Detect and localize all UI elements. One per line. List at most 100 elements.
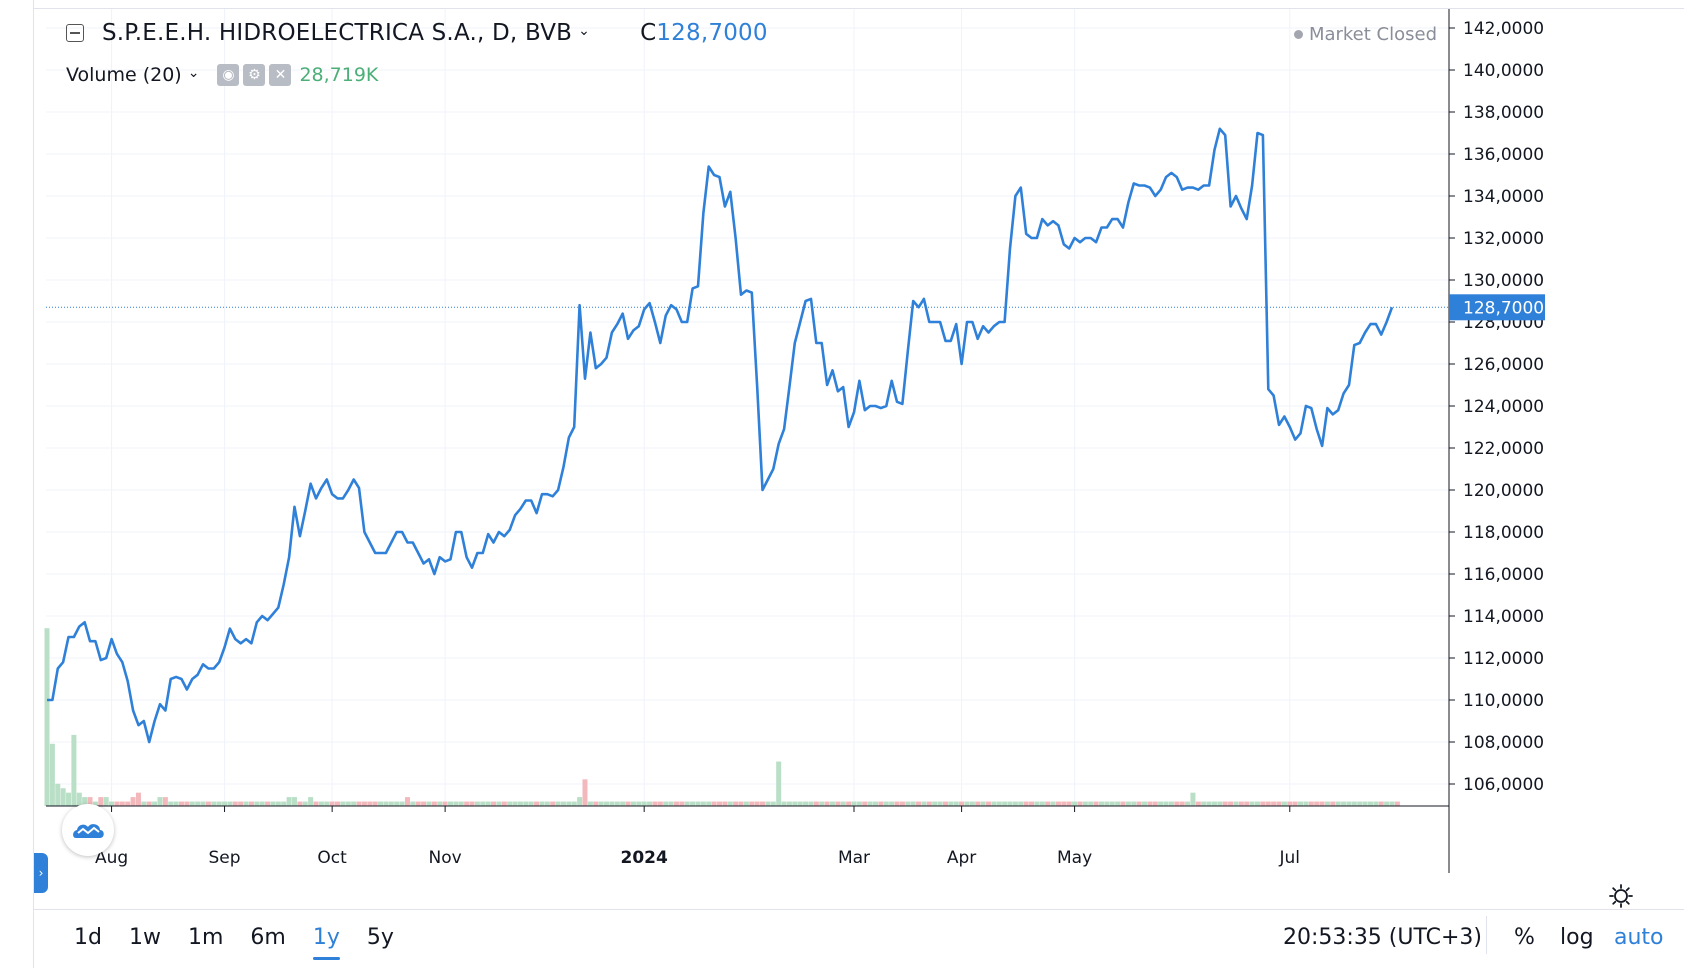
volume-bar <box>797 801 803 806</box>
collapse-icon[interactable] <box>66 24 84 42</box>
volume-bar <box>60 788 66 806</box>
volume-bar <box>329 801 335 806</box>
y-tick-label: 126,0000 <box>1463 355 1544 375</box>
volume-bar <box>959 801 965 806</box>
volume-bar <box>587 801 593 806</box>
volume-bar <box>905 801 911 806</box>
range-button-1w[interactable]: 1w <box>128 925 161 950</box>
volume-bar <box>388 801 394 806</box>
eye-icon[interactable]: ◉ <box>217 64 240 86</box>
symbol-title[interactable]: S.P.E.E.H. HIDROELECTRICA S.A., D, BVB <box>102 20 573 46</box>
close-icon[interactable]: ✕ <box>269 64 292 86</box>
y-tick-label: 136,0000 <box>1463 145 1544 165</box>
volume-bar <box>829 801 835 806</box>
volume-bar <box>835 801 841 806</box>
x-tick-label: Oct <box>317 848 347 868</box>
market-status: Market Closed <box>1293 24 1437 45</box>
clock: 20:53:35 (UTC+3) <box>1283 925 1483 950</box>
volume-bar <box>1357 801 1363 806</box>
volume-bar <box>593 801 599 806</box>
volume-bar <box>98 797 104 806</box>
volume-bar <box>103 797 109 806</box>
y-tick-label: 142,0000 <box>1463 19 1544 39</box>
volume-bar <box>265 801 271 806</box>
volume-value: 28,719K <box>299 64 379 86</box>
volume-bar <box>598 801 604 806</box>
y-tick-label: 140,0000 <box>1463 61 1544 81</box>
volume-bar <box>1292 801 1298 806</box>
volume-bar <box>1195 801 1201 806</box>
volume-bar <box>1029 801 1035 806</box>
price-line[interactable] <box>47 127 1394 744</box>
volume-bar <box>986 801 991 806</box>
volume-bar <box>286 797 292 806</box>
volume-bar <box>464 801 470 806</box>
volume-bar <box>1023 801 1029 806</box>
volume-bar <box>1045 801 1051 806</box>
range-button-1y[interactable]: 1y <box>312 925 340 960</box>
x-tick-label: 2024 <box>621 848 668 868</box>
volume-bar <box>840 801 846 806</box>
volume-bar <box>76 792 82 806</box>
volume-bar <box>630 801 636 806</box>
volume-bar <box>232 801 238 806</box>
chevron-down-icon[interactable]: ⌄ <box>578 23 591 39</box>
volume-bar <box>1018 801 1024 806</box>
volume-bar <box>426 801 432 806</box>
range-button-6m[interactable]: 6m <box>250 925 286 950</box>
volume-bar <box>410 801 416 806</box>
log-scale-button[interactable]: log <box>1560 925 1594 950</box>
volume-bar <box>878 801 884 806</box>
volume-bar <box>1330 801 1336 806</box>
x-tick-label: Jul <box>1279 848 1301 868</box>
volume-bar <box>82 797 88 806</box>
volume-label[interactable]: Volume (20) <box>66 64 182 86</box>
volume-bar <box>717 801 722 806</box>
x-tick-label: Sep <box>209 848 241 868</box>
volume-bar <box>335 801 341 806</box>
series-legend: S.P.E.E.H. HIDROELECTRICA S.A., D, BVB ⌄… <box>66 20 768 46</box>
scroll-left-button[interactable]: › <box>34 853 48 893</box>
bottom-toolbar-divider <box>33 909 1684 910</box>
volume-bar <box>275 801 281 806</box>
volume-bar <box>71 734 77 806</box>
range-button-5y[interactable]: 5y <box>366 925 394 950</box>
volume-bar <box>679 801 685 806</box>
percent-scale-button[interactable]: % <box>1514 925 1535 950</box>
volume-bar <box>1050 801 1056 806</box>
volume-bar <box>980 801 986 806</box>
tradingview-logo-icon[interactable] <box>62 804 114 856</box>
volume-bar <box>942 801 948 806</box>
range-button-1m[interactable]: 1m <box>187 925 224 950</box>
volume-bar <box>1152 801 1158 806</box>
volume-bar <box>162 797 168 806</box>
volume-bar <box>157 797 163 806</box>
volume-bar <box>270 801 276 806</box>
volume-bar <box>205 801 211 806</box>
close-label: C <box>640 20 657 46</box>
volume-bar <box>824 801 830 806</box>
volume-bar <box>243 801 249 806</box>
volume-bar <box>786 801 792 806</box>
auto-scale-button[interactable]: auto <box>1614 925 1664 950</box>
volume-bar <box>480 801 486 806</box>
volume-bar <box>189 801 195 806</box>
volume-bar <box>1351 801 1357 806</box>
volume-bar <box>932 801 938 806</box>
volume-bar <box>211 801 217 806</box>
volume-bar <box>469 801 475 806</box>
volume-bar <box>421 801 427 806</box>
volume-bar <box>813 801 819 806</box>
volume-bar <box>378 801 384 806</box>
gear-icon[interactable]: ⚙ <box>243 64 266 86</box>
volume-bar <box>1335 801 1341 806</box>
settings-gear-icon[interactable] <box>1608 883 1634 909</box>
chevron-down-icon[interactable]: ⌄ <box>187 65 200 81</box>
volume-bar <box>1367 801 1373 806</box>
volume-bar <box>474 801 480 806</box>
range-button-1d[interactable]: 1d <box>74 925 102 950</box>
volume-bar <box>517 801 523 806</box>
y-tick-label: 116,0000 <box>1463 565 1544 585</box>
volume-bar <box>222 801 228 806</box>
